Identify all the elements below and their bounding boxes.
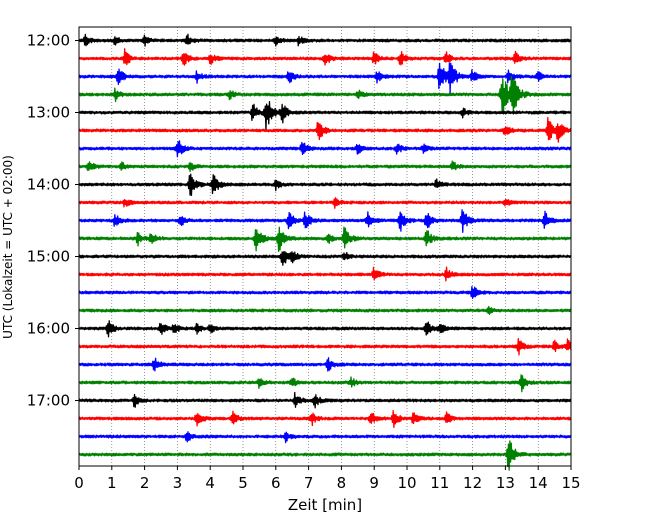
x-tick-label: 3 xyxy=(173,474,183,492)
x-tick-label: 11 xyxy=(430,474,449,492)
y-axis-label: UTC (Lokalzeit = UTC + 02:00) xyxy=(1,155,15,339)
x-tick-label: 14 xyxy=(529,474,548,492)
trace-1615 xyxy=(78,337,572,356)
y-tick-label: 17:00 xyxy=(27,392,70,410)
trace-1245 xyxy=(78,76,572,115)
x-tick-label: 7 xyxy=(304,474,314,492)
trace-1330 xyxy=(78,140,572,158)
trace-1630 xyxy=(78,357,572,372)
trace-1300 xyxy=(78,100,572,132)
trace-1400 xyxy=(78,173,572,196)
x-axis-label: Zeit [min] xyxy=(288,496,362,514)
x-tick-label: 6 xyxy=(271,474,281,492)
trace-1315 xyxy=(78,116,572,143)
y-tick-label: 12:00 xyxy=(27,32,70,50)
trace-1515 xyxy=(78,266,572,282)
x-tick-label: 4 xyxy=(205,474,215,492)
trace-1430 xyxy=(78,209,572,233)
trace-1645 xyxy=(78,374,572,393)
trace-1215 xyxy=(78,48,572,66)
seismogram-traces xyxy=(78,33,572,471)
trace-1415 xyxy=(78,197,572,209)
y-tick-label: 16:00 xyxy=(27,320,70,338)
x-tick-label: 9 xyxy=(369,474,379,492)
x-tick-label: 10 xyxy=(397,474,416,492)
y-tick-label: 15:00 xyxy=(27,248,70,266)
x-axis-ticks: 0 1 2 3 4 5 6 7 8 9 10 11 12 13 14 15 xyxy=(74,466,581,492)
trace-1700 xyxy=(78,391,572,409)
trace-1730 xyxy=(78,431,572,444)
trace-1345 xyxy=(78,160,572,173)
trace-1715 xyxy=(78,410,572,429)
trace-1600 xyxy=(78,320,572,338)
plot-frame xyxy=(78,26,572,467)
x-tick-label: 2 xyxy=(140,474,150,492)
x-tick-label: 0 xyxy=(74,474,84,492)
x-tick-label: 15 xyxy=(561,474,580,492)
trace-1745 xyxy=(78,440,572,471)
trace-1230 xyxy=(78,62,572,95)
trace-1445 xyxy=(78,226,572,252)
y-tick-label: 13:00 xyxy=(27,104,70,122)
trace-1530 xyxy=(78,286,572,299)
x-tick-label: 8 xyxy=(337,474,347,492)
vertical-grid-lines xyxy=(111,27,539,466)
x-tick-label: 13 xyxy=(496,474,515,492)
y-tick-label: 14:00 xyxy=(27,176,70,194)
x-tick-label: 12 xyxy=(463,474,482,492)
trace-1545 xyxy=(78,305,572,315)
x-tick-label: 1 xyxy=(107,474,117,492)
trace-1200 xyxy=(78,33,572,47)
trace-1500 xyxy=(78,250,572,266)
x-tick-label: 5 xyxy=(238,474,248,492)
y-axis-ticks: 12:00 13:00 14:00 15:00 16:00 17:00 xyxy=(27,32,79,410)
